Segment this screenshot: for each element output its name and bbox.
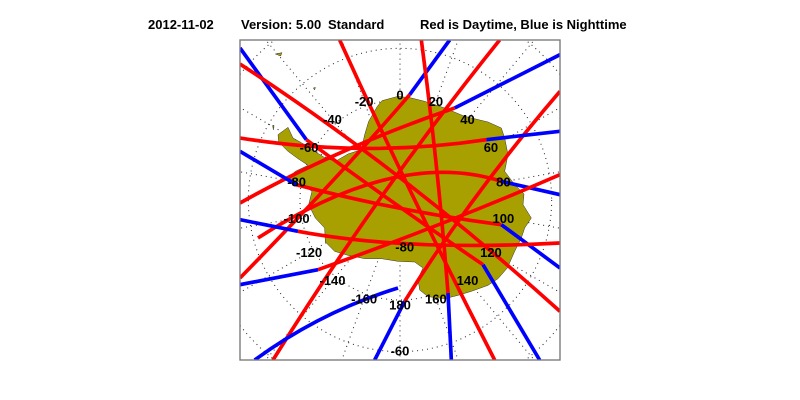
longitude-label: -140 [319,273,345,288]
daytime-track [240,93,412,280]
nighttime-track [481,263,542,360]
satellite-tracks [240,40,560,360]
nighttime-track [240,267,319,287]
longitude-label: -60 [300,140,319,155]
longitude-label: -160 [351,291,377,306]
daytime-track [240,106,456,205]
longitude-label: -100 [284,211,310,226]
version-label: Version: 5.00 [241,17,322,32]
meridian-line [405,171,560,200]
longitude-label: 120 [480,245,502,260]
longitude-label: 80 [496,174,510,189]
daytime-track [295,182,502,227]
longitude-label: -20 [355,94,374,109]
daytime-track [297,229,560,248]
mode-label: Standard [328,17,385,32]
longitude-label: 0 [396,88,403,103]
nighttime-track [453,53,560,110]
daytime-track [305,138,485,267]
nighttime-track [373,300,407,360]
longitude-label: 160 [425,291,447,306]
legend-label: Red is Daytime, Blue is Nighttime [420,17,627,32]
nighttime-track [486,129,560,142]
nighttime-track [240,217,299,234]
longitude-label: 140 [457,273,479,288]
nighttime-track [408,40,452,96]
nighttime-track [240,149,298,187]
nighttime-track [240,46,308,141]
longitude-label: 20 [429,94,443,109]
longitude-label: 180 [389,298,411,313]
map-frame [239,39,561,361]
nighttime-track [446,292,454,360]
nighttime-track [500,223,560,270]
longitude-label: 40 [460,112,474,127]
latitude-label: -60 [391,343,410,358]
daytime-track [337,40,497,360]
daytime-track [257,170,502,240]
meridian-line [405,200,560,229]
longitude-label: -120 [296,245,322,260]
daytime-track [240,62,560,313]
daytime-track [403,90,560,303]
date-label: 2012-11-02 [148,17,214,32]
nighttime-track [253,286,399,360]
latitude-label: -80 [395,240,414,255]
daytime-track [317,172,560,272]
longitude-label: -40 [323,112,342,127]
meridian-line [240,171,395,200]
longitude-label: 100 [493,211,515,226]
longitude-label: 60 [484,140,498,155]
daytime-track [419,40,450,294]
longitude-label: -80 [287,174,306,189]
